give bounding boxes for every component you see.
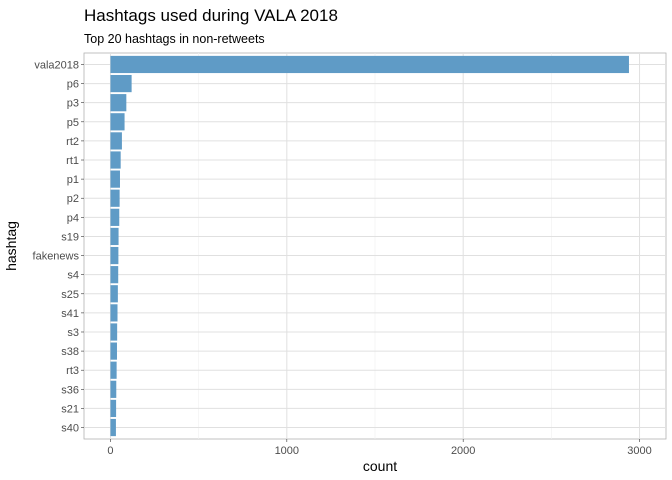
bar-rt1 [110, 151, 121, 169]
y-tick-label: p1 [67, 174, 79, 186]
bar-s3 [110, 323, 118, 341]
y-tick-label: p3 [67, 98, 79, 110]
y-tick-label: s3 [67, 327, 79, 339]
chart-title: Hashtags used during VALA 2018 [84, 6, 338, 25]
y-tick-label: s19 [61, 231, 79, 243]
bar-vala2018 [110, 55, 629, 74]
y-tick-label: rt2 [66, 136, 79, 148]
y-tick-label: s21 [61, 403, 79, 415]
x-tick-label: 3000 [627, 445, 651, 457]
bar-s21 [110, 399, 117, 418]
y-tick-label: rt1 [66, 155, 79, 167]
y-tick-label: vala2018 [34, 59, 79, 71]
bar-s25 [110, 285, 118, 303]
bar-p6 [110, 74, 132, 93]
y-tick-label: fakenews [33, 251, 80, 263]
bar-p3 [110, 94, 127, 112]
x-tick-label: 1000 [275, 445, 299, 457]
bar-s38 [110, 342, 117, 360]
y-tick-label: p6 [67, 79, 79, 91]
y-axis-title: hashtag [3, 221, 19, 271]
bar-s41 [110, 304, 118, 322]
bar-fakenews [110, 246, 119, 265]
y-tick-label: s38 [61, 346, 79, 358]
x-tick-label: 2000 [451, 445, 475, 457]
x-axis-title: count [363, 458, 397, 474]
bar-p2 [110, 189, 120, 207]
chart-subtitle: Top 20 hashtags in non-retweets [84, 32, 265, 46]
y-tick-label: s25 [61, 289, 79, 301]
y-tick-label: s41 [61, 308, 79, 320]
bar-rt3 [110, 361, 117, 379]
y-tick-label: s40 [61, 423, 79, 435]
y-tick-label: s4 [67, 270, 79, 282]
bar-p4 [110, 208, 120, 226]
y-tick-label: p5 [67, 117, 79, 129]
y-tick-label: p4 [67, 212, 79, 224]
bar-p1 [110, 170, 120, 188]
y-tick-label: s36 [61, 384, 79, 396]
bar-s19 [110, 227, 119, 246]
plot-area: vala2018 p6 p3 p5 rt2 rt1 p1 p2 p4 s19 fakenews s4 s… [33, 52, 667, 457]
x-tick-label: 0 [107, 445, 113, 457]
bar-s36 [110, 380, 117, 398]
y-tick-label: rt3 [66, 365, 79, 377]
y-tick-label: p2 [67, 193, 79, 205]
bar-s4 [110, 266, 119, 284]
bar-p5 [110, 113, 125, 131]
bar-s40 [110, 418, 116, 437]
bar-rt2 [110, 132, 122, 150]
